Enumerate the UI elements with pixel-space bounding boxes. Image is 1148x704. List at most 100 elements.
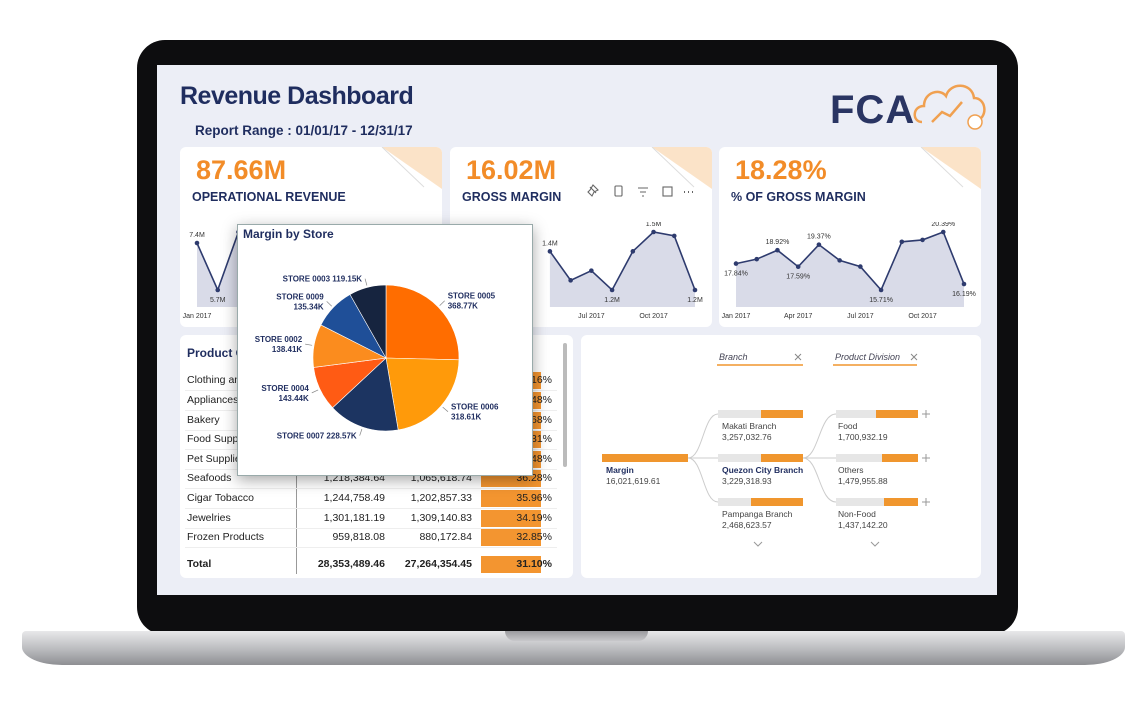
- node-label: Others: [838, 465, 864, 475]
- node-bar[interactable]: [761, 454, 803, 462]
- slice-label: STORE 0007 228.57K: [277, 432, 357, 441]
- slice-name: STORE 0005: [448, 292, 496, 301]
- remove-level-icon[interactable]: [910, 353, 918, 361]
- x-tick-label: Jul 2017: [578, 313, 605, 320]
- more-chevrons[interactable]: [753, 541, 880, 547]
- point: [837, 258, 842, 263]
- data-label: 1.2M: [687, 297, 703, 304]
- kpi-value: 87.66M: [196, 155, 287, 185]
- row-divider: [185, 508, 557, 509]
- node-value: 3,257,032.76: [722, 432, 772, 442]
- point: [754, 256, 760, 262]
- kpi-card: 18.28% % OF GROSS MARGIN 17.84% 18.92% 17.…: [719, 147, 981, 327]
- slice-name: STORE 0004: [261, 384, 309, 393]
- scrollbar[interactable]: [563, 343, 567, 467]
- pct-cell: 32.85%: [516, 531, 552, 543]
- x-tick-label: Oct 2017: [908, 313, 937, 320]
- kpi-value: 18.28%: [735, 155, 827, 185]
- node-value: 1,437,142.20: [838, 520, 888, 530]
- node-label: Food: [838, 421, 858, 431]
- pct-cell: 16%: [530, 374, 552, 386]
- point: [940, 229, 946, 235]
- logo-cloud: [913, 84, 986, 130]
- filter-icon[interactable]: [638, 187, 648, 197]
- connectors: [687, 413, 837, 503]
- pin-icon[interactable]: [587, 184, 599, 197]
- node-bar: [602, 454, 688, 462]
- decomposition-tree: Branch Product Division Margin 16,021,61…: [602, 352, 930, 547]
- pie-slice: [385, 284, 460, 361]
- node-label: Quezon City Branch: [722, 465, 803, 475]
- point: [671, 233, 677, 239]
- remove-level-icon[interactable]: [794, 353, 802, 361]
- level-header: Branch: [719, 352, 748, 362]
- pct-bar: [481, 490, 541, 507]
- x-tick-label: Oct 2017: [639, 313, 668, 320]
- node-bar-bg: [718, 454, 761, 462]
- point: [194, 240, 200, 246]
- focus-icon[interactable]: [662, 186, 673, 197]
- slice-value: 119.15K: [332, 275, 362, 284]
- row-divider: [185, 528, 557, 529]
- node-label: Pampanga Branch: [722, 509, 793, 519]
- leader-line: [439, 300, 445, 306]
- pie-title: Margin by Store: [243, 227, 334, 241]
- row-divider: [185, 488, 557, 489]
- value-cell: 27,264,354.45: [404, 558, 472, 570]
- area: [736, 232, 964, 307]
- leader-line: [364, 278, 368, 286]
- value-cell: 880,172.84: [419, 531, 472, 543]
- slice-name: STORE 0006: [451, 403, 499, 412]
- node-value: 1,700,932.19: [838, 432, 888, 442]
- slice-value: 135.34K: [293, 302, 323, 311]
- node-bar[interactable]: [751, 498, 803, 506]
- value-cell: 1,202,857.33: [410, 492, 472, 504]
- expand-icons[interactable]: [922, 410, 930, 506]
- row-name: Cigar Tobacco: [187, 492, 254, 504]
- card-corner: [651, 147, 712, 189]
- x-tick-label: Jan 2017: [722, 313, 751, 320]
- leader-line: [305, 343, 313, 346]
- value-cell: 28,353,489.46: [317, 558, 385, 570]
- slice-name: STORE 0009: [276, 292, 324, 301]
- table-header: Product G: [187, 346, 246, 360]
- point: [568, 278, 573, 283]
- slice-value: 138.41K: [272, 345, 302, 354]
- node-label: Margin: [606, 465, 634, 475]
- kpi-label: GROSS MARGIN: [462, 190, 562, 204]
- point: [733, 261, 739, 266]
- point: [651, 229, 656, 235]
- node-bar-bg: [836, 454, 882, 462]
- point: [215, 287, 221, 293]
- node-value: 2,468,623.57: [722, 520, 772, 530]
- node-bar[interactable]: [884, 498, 918, 506]
- node-bar[interactable]: [876, 410, 918, 418]
- leader-line: [326, 301, 333, 307]
- data-label: 18.92%: [766, 239, 790, 246]
- value-cell: 1,301,181.19: [323, 512, 385, 524]
- pie-slice: [332, 357, 399, 432]
- logo-text: FCA: [830, 88, 916, 132]
- pct-cell: 34.19%: [516, 512, 552, 524]
- point: [547, 249, 553, 254]
- pct-bar: [481, 510, 541, 527]
- copy-icon[interactable]: [614, 185, 623, 197]
- pct-cell: 48%: [530, 453, 552, 465]
- row-name: Clothing an: [187, 374, 241, 386]
- visual-toolbar: [587, 184, 693, 197]
- node-bar[interactable]: [882, 454, 918, 462]
- decomposition-card: Branch Product Division Margin 16,021,61…: [581, 335, 981, 578]
- pie-slice: [385, 357, 460, 431]
- node-bar[interactable]: [761, 410, 803, 418]
- slice-label: STORE 0003 119.15K: [283, 275, 363, 284]
- sparkline-chart: 1.4M 1.2M 1.5M 1.2M Jul 2017 Oct 2017: [542, 222, 703, 320]
- slice-name: STORE 0007: [277, 432, 325, 441]
- node-value: 3,229,318.93: [722, 476, 772, 486]
- row-name: Pet Supplie: [187, 453, 241, 465]
- tooltip-popup: Margin by Store STORE 0005 368.77K STORE 0…: [237, 224, 533, 476]
- data-label: 1.4M: [542, 240, 558, 247]
- x-tick-label: Jul 2017: [847, 313, 874, 320]
- node-value: 16,021,619.61: [606, 476, 661, 486]
- row-name: Jewelries: [187, 512, 231, 524]
